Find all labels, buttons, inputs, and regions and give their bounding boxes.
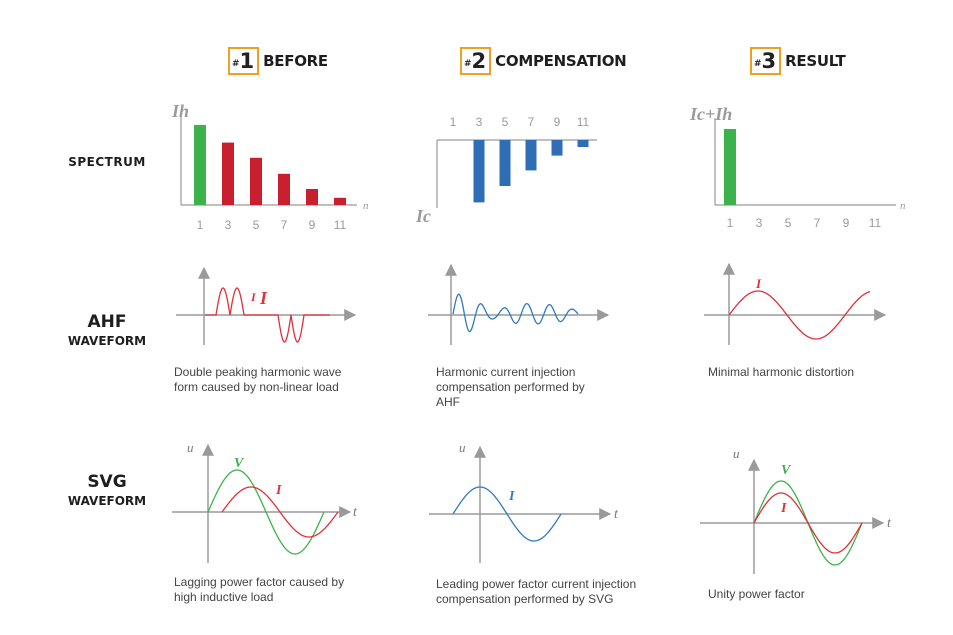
tick-label: 7 (528, 115, 535, 129)
ahf-before-plot: I I (176, 266, 357, 345)
spectrum-bar (250, 157, 262, 205)
row-label-text: SPECTRUM (68, 155, 146, 169)
hash-symbol: # (754, 58, 762, 69)
n-label: n (363, 200, 369, 212)
tick-label: 11 (577, 115, 590, 129)
y-axis-label: Ih (171, 101, 189, 121)
ahf-caption-result: Minimal harmonic distortion (708, 365, 855, 379)
spectrum-bar (499, 140, 511, 187)
u-axis-label: u (459, 440, 466, 455)
current-wave (452, 486, 562, 542)
tick-label: 3 (756, 216, 763, 230)
hash-symbol: # (232, 58, 240, 69)
row-label-ahf: AHF WAVEFORM (62, 312, 152, 348)
harmonic-current-wave (205, 287, 330, 343)
spectrum-bar (194, 125, 206, 205)
tick-label: 1 (727, 216, 734, 230)
spectrum-bar (222, 142, 234, 205)
row-label-line2: WAVEFORM (67, 494, 147, 508)
row-label-svg: SVG WAVEFORM (62, 472, 152, 508)
spectrum-bar (278, 173, 290, 205)
current-label: I (755, 276, 762, 291)
tick-label: 7 (281, 218, 288, 232)
current-wave (221, 486, 339, 538)
step-number: 2 (471, 48, 487, 73)
step-number-box: # 1 (228, 47, 260, 75)
t-axis-label: t (887, 516, 892, 531)
current-wave (753, 492, 863, 554)
tick-label: 11 (869, 216, 882, 230)
spectrum-bar (577, 140, 589, 148)
current-label: I (780, 501, 787, 516)
ahf-compensation-plot (428, 263, 610, 345)
sine-current-wave (728, 290, 871, 340)
svg-caption-before: Lagging power factor caused by high indu… (174, 575, 345, 604)
current-label: I (259, 288, 268, 308)
current-label-small: I (250, 290, 257, 304)
tick-label: 5 (253, 218, 260, 232)
svg-caption-compensation: Leading power factor current injection c… (436, 577, 637, 606)
t-axis-label: t (353, 505, 358, 520)
u-axis-label: u (187, 440, 194, 455)
voltage-label: V (781, 463, 792, 478)
spectrum-bar (525, 140, 537, 171)
tick-label: 1 (197, 218, 204, 232)
column-title: COMPENSATION (495, 52, 627, 70)
tick-label: 5 (785, 216, 792, 230)
tick-label: 7 (814, 216, 821, 230)
injection-current-wave (452, 293, 579, 333)
step-number-box: # 2 (460, 47, 492, 75)
y-axis-label: Ic (415, 206, 431, 226)
t-axis-label: t (614, 507, 619, 522)
tick-label: 3 (225, 218, 232, 232)
current-label: I (275, 483, 282, 498)
u-axis-label: u (733, 446, 740, 461)
hash-symbol: # (464, 58, 472, 69)
step-number-box: # 3 (750, 47, 782, 75)
spectrum-before-chart: Ih n 1 3 5 7 9 11 (171, 101, 369, 232)
tick-label: 1 (450, 115, 457, 129)
current-label: I (508, 489, 515, 504)
spectrum-compensation-chart: Ic 1 3 5 7 9 11 (415, 115, 597, 226)
row-label-line2: WAVEFORM (67, 334, 147, 348)
step-number: 1 (239, 48, 255, 73)
tick-label: 3 (476, 115, 483, 129)
tick-label: 5 (502, 115, 509, 129)
column-header-before: # 1 BEFORE (228, 46, 328, 76)
svg-compensation-plot: u t I (429, 440, 619, 563)
tick-label: 9 (554, 115, 561, 129)
svg-result-plot: u t V I (700, 446, 892, 574)
tick-label: 9 (309, 218, 316, 232)
spectrum-bar (724, 129, 736, 205)
n-label: n (900, 200, 906, 212)
column-title: RESULT (785, 52, 846, 70)
voltage-wave (207, 469, 325, 555)
spectrum-bar (306, 189, 318, 205)
column-header-compensation: # 2 COMPENSATION (460, 46, 627, 76)
column-header-result: # 3 RESULT (750, 46, 846, 76)
svg-before-plot: u t V I (172, 440, 358, 563)
y-axis-label: Ic+Ih (689, 104, 732, 124)
tick-label: 9 (843, 216, 850, 230)
ahf-caption-before: Double peaking harmonic wave form caused… (174, 365, 342, 394)
spectrum-bar (334, 197, 346, 205)
row-label-line1: SVG (87, 472, 127, 492)
row-label-line1: AHF (87, 312, 127, 332)
ahf-result-plot: I (704, 262, 887, 345)
ahf-caption-compensation: Harmonic current injection compensation … (436, 365, 585, 409)
step-number: 3 (761, 48, 777, 73)
spectrum-bar (551, 140, 563, 156)
spectrum-bar (473, 140, 485, 203)
tick-label: 11 (334, 218, 347, 232)
row-label-spectrum: SPECTRUM (62, 155, 152, 169)
svg-caption-result: Unity power factor (708, 587, 805, 601)
voltage-label: V (234, 456, 245, 471)
spectrum-result-chart: Ic+Ih n 1 3 5 7 9 11 (689, 104, 906, 230)
column-title: BEFORE (263, 52, 328, 70)
